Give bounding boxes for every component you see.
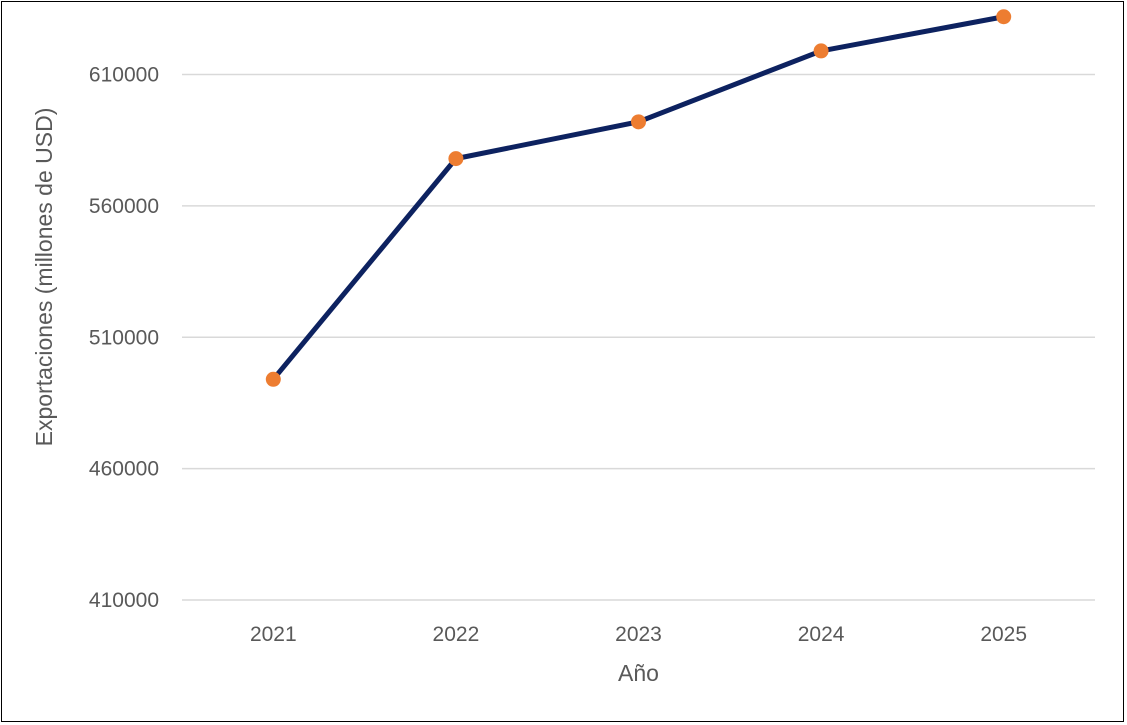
y-tick-label: 610000 bbox=[89, 64, 159, 87]
y-axis-title: Exportaciones (millones de USD) bbox=[31, 108, 57, 447]
x-tick-labels: 2021 2022 2023 2024 2025 bbox=[250, 623, 1027, 646]
data-point-marker bbox=[265, 371, 281, 387]
x-tick-label: 2023 bbox=[615, 623, 662, 646]
y-tick-labels: 410000 460000 510000 560000 610000 bbox=[89, 64, 159, 612]
x-tick-label: 2024 bbox=[798, 623, 845, 646]
data-point-marker bbox=[631, 114, 646, 130]
series-line bbox=[270, 14, 1007, 382]
x-axis-title: Año bbox=[618, 660, 659, 686]
x-tick-label: 2022 bbox=[433, 623, 480, 646]
data-point-marker bbox=[996, 9, 1012, 25]
series-layer bbox=[265, 9, 1012, 387]
x-tick-label: 2025 bbox=[980, 623, 1027, 646]
data-point-marker bbox=[813, 43, 829, 59]
gridlines bbox=[182, 73, 1095, 601]
y-tick-label: 410000 bbox=[89, 589, 159, 612]
y-tick-label: 460000 bbox=[89, 458, 159, 481]
x-tick-label: 2021 bbox=[250, 623, 297, 646]
y-tick-label: 560000 bbox=[89, 195, 159, 218]
data-point-marker bbox=[448, 151, 464, 167]
y-tick-label: 510000 bbox=[89, 326, 159, 349]
